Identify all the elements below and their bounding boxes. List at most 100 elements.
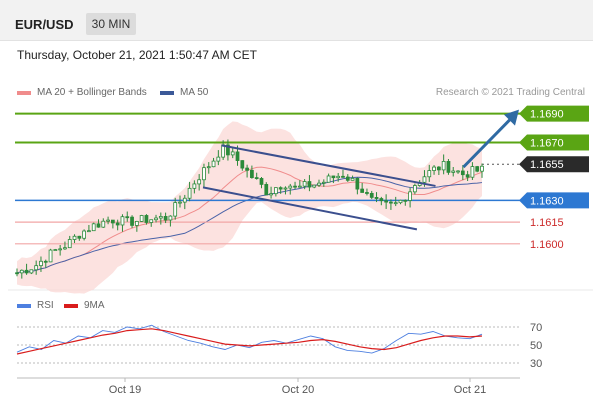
candle-body — [77, 235, 82, 239]
rsi-tick-50: 50 — [530, 340, 542, 352]
x-tick-label-2: Oct 21 — [454, 384, 486, 396]
candle-body — [422, 176, 427, 183]
candle-body — [341, 175, 345, 178]
candle-body — [115, 222, 120, 226]
candle-body — [345, 176, 350, 181]
candle-body — [283, 187, 288, 190]
timestamp: Thursday, October 21, 2021 1:50:47 AM CE… — [17, 48, 257, 62]
level-tag-1.1630 — [519, 192, 589, 209]
candle-body — [365, 192, 369, 194]
candle-body — [465, 174, 470, 178]
candle-body — [336, 175, 341, 179]
candle-body — [456, 170, 460, 173]
rsi-tick-30: 30 — [530, 358, 542, 370]
level-label-1.1670: 1.1670 — [530, 138, 564, 150]
candle-body — [53, 249, 58, 251]
rsi-tick-70: 70 — [530, 322, 542, 334]
candle-body — [106, 219, 110, 222]
candle-body — [144, 215, 149, 223]
candle-body — [393, 202, 398, 205]
level-tag-1.1655 — [519, 156, 589, 173]
candle-body — [240, 160, 245, 169]
legend-9ma-label: 9MA — [84, 300, 105, 311]
candle-body — [24, 269, 29, 274]
candle-body — [130, 216, 134, 226]
level-label-1.1630: 1.1630 — [530, 195, 564, 207]
candle-body — [87, 230, 91, 233]
candle-body — [432, 166, 436, 171]
candle-body — [158, 216, 163, 219]
candle-body — [192, 183, 197, 189]
candle-body — [34, 265, 39, 271]
candle-body — [403, 199, 408, 202]
level-label-1.1690: 1.1690 — [530, 109, 564, 121]
candle-body — [230, 151, 235, 156]
ma50-line — [16, 176, 483, 274]
candle-body — [288, 185, 293, 189]
legend-rsi-label: RSI — [37, 300, 54, 311]
candle-body — [197, 179, 202, 185]
candle-body — [398, 199, 403, 204]
candle-body — [168, 215, 173, 221]
level-label-1.1600: 1.1600 — [530, 239, 564, 251]
legend-ma20: MA 20 + Bollinger Bands — [17, 87, 147, 98]
channel-upper-line — [221, 144, 436, 187]
projection-arrow-line — [462, 118, 512, 169]
legend-ma20-label: MA 20 + Bollinger Bands — [37, 87, 147, 98]
candle-body — [384, 200, 388, 203]
level-tag-1.1670 — [519, 134, 589, 151]
candle-body — [163, 216, 168, 221]
ma50-swatch — [160, 90, 174, 95]
candle-body — [441, 161, 446, 171]
research-credit: Research © 2021 Trading Central — [435, 87, 585, 98]
legend-9ma: 9MA — [64, 300, 105, 311]
candle-body — [63, 247, 67, 250]
candle-body — [389, 201, 393, 204]
ma20-swatch — [17, 90, 31, 95]
legend-rsi: RSI — [17, 300, 54, 311]
candle-body — [91, 223, 96, 232]
candle-body — [245, 167, 249, 171]
candle-body — [297, 185, 302, 188]
candle-body — [154, 217, 158, 221]
candle-body — [369, 193, 374, 198]
candle-body — [331, 175, 336, 179]
candle-body — [259, 178, 264, 185]
candle-body — [250, 169, 254, 178]
candle-body — [134, 220, 139, 226]
candle-body — [307, 181, 312, 188]
candle-body — [379, 198, 384, 202]
candle-body — [470, 166, 475, 178]
candle-body — [427, 170, 432, 178]
candle-body — [173, 202, 178, 217]
candle-body — [374, 197, 379, 199]
timeframe-button[interactable]: 30 MIN — [86, 13, 136, 35]
legend-ma50-label: MA 50 — [180, 87, 209, 98]
candle-body — [182, 197, 187, 203]
candle-body — [139, 215, 144, 222]
rsi-ma-swatch — [64, 303, 78, 308]
candle-body — [254, 177, 259, 179]
candle-body — [15, 272, 19, 275]
candle-body — [101, 220, 106, 228]
rsi-series-9ma — [16, 328, 483, 355]
candle-body — [206, 166, 211, 169]
candle-body — [278, 187, 283, 190]
candle-body — [48, 249, 53, 263]
candle-body — [273, 187, 278, 195]
bollinger-band — [17, 121, 482, 294]
candle-body — [269, 193, 273, 196]
candle-body — [235, 151, 240, 161]
candle-body — [211, 160, 216, 168]
candle-body — [187, 187, 192, 199]
candle-body — [460, 170, 465, 176]
candle-body — [29, 269, 34, 274]
candle-body — [302, 181, 307, 187]
candle-body — [326, 175, 331, 183]
candle-body — [202, 167, 206, 181]
x-tick-label-0: Oct 19 — [109, 384, 141, 396]
candle-body — [111, 219, 115, 224]
candle-body — [312, 184, 317, 188]
candle-body — [355, 178, 360, 190]
